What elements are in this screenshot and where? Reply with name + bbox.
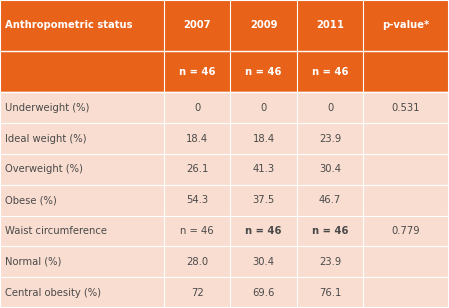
Text: Waist circumference: Waist circumference	[5, 226, 107, 236]
Text: n = 46: n = 46	[312, 226, 348, 236]
Text: 30.4: 30.4	[253, 257, 274, 267]
Text: 0: 0	[260, 103, 267, 113]
Text: 18.4: 18.4	[252, 134, 275, 144]
Text: n = 46: n = 46	[245, 226, 282, 236]
Text: Obese (%): Obese (%)	[5, 195, 57, 205]
Text: 18.4: 18.4	[186, 134, 208, 144]
Text: Overweight (%): Overweight (%)	[5, 164, 83, 174]
Text: Normal (%): Normal (%)	[5, 257, 62, 267]
Bar	[0, 92, 449, 308]
Text: n = 46: n = 46	[179, 67, 216, 77]
Text: 0: 0	[194, 103, 200, 113]
Text: 0: 0	[327, 103, 333, 113]
Bar	[0, 51, 449, 92]
Text: 69.6: 69.6	[252, 288, 275, 298]
Text: 30.4: 30.4	[319, 164, 341, 174]
Text: 23.9: 23.9	[319, 134, 341, 144]
Text: 46.7: 46.7	[319, 195, 341, 205]
Text: 54.3: 54.3	[186, 195, 208, 205]
Text: 76.1: 76.1	[319, 288, 341, 298]
Text: n = 46: n = 46	[180, 226, 214, 236]
Text: n = 46: n = 46	[312, 67, 348, 77]
Text: 28.0: 28.0	[186, 257, 208, 267]
Text: Underweight (%): Underweight (%)	[5, 103, 90, 113]
Bar	[0, 0, 449, 51]
Text: Ideal weight (%): Ideal weight (%)	[5, 134, 87, 144]
Text: Central obesity (%): Central obesity (%)	[5, 288, 101, 298]
Text: p-value*: p-value*	[383, 20, 430, 30]
Text: 2011: 2011	[316, 20, 344, 30]
Text: 0.531: 0.531	[392, 103, 420, 113]
Text: 41.3: 41.3	[252, 164, 275, 174]
Text: 37.5: 37.5	[252, 195, 275, 205]
Text: 23.9: 23.9	[319, 257, 341, 267]
Text: 2009: 2009	[250, 20, 277, 30]
Text: 26.1: 26.1	[186, 164, 208, 174]
Text: 0.779: 0.779	[392, 226, 420, 236]
Text: Anthropometric status: Anthropometric status	[5, 20, 133, 30]
Text: 72: 72	[191, 288, 203, 298]
Text: n = 46: n = 46	[245, 67, 282, 77]
Text: 2007: 2007	[183, 20, 211, 30]
